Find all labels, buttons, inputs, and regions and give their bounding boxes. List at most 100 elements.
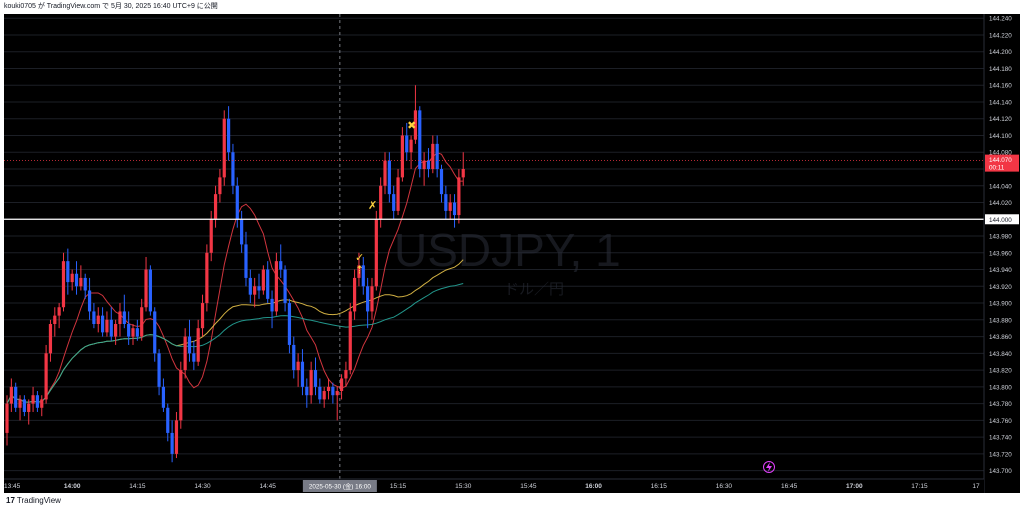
- candle-body: [83, 277, 87, 291]
- candle-body: [261, 269, 265, 291]
- candle-body: [40, 399, 44, 408]
- attribution-text: kouki0705 が TradingView.com で 5月 30, 202…: [4, 3, 218, 10]
- time-tick-label: 16:30: [716, 483, 733, 490]
- chart-canvas[interactable]: USDJPY, 1 ドル／円 ✓⇡ ✗ ✖ 144.240 144.220 144.20…: [4, 14, 1020, 493]
- candle-body: [383, 160, 387, 186]
- price-tick-label: 143.740: [989, 435, 1012, 442]
- candle-body: [131, 328, 135, 337]
- candle-body: [253, 286, 257, 295]
- candle-body: [318, 386, 322, 400]
- time-axis[interactable]: 13:4514:0014:1514:3014:4515:0015:1515:30…: [4, 478, 984, 493]
- candle-body: [179, 370, 183, 421]
- candle-body: [96, 315, 100, 324]
- price-tick-label: 143.940: [989, 267, 1012, 274]
- candle-body: [200, 303, 205, 329]
- candle-body: [313, 370, 318, 387]
- candle-body: [344, 370, 348, 379]
- candle-body: [44, 353, 48, 400]
- price-tick-label: 143.720: [989, 451, 1012, 458]
- candle-body: [222, 118, 226, 178]
- candle-body: [170, 432, 174, 454]
- time-tick-label: 13:45: [4, 483, 21, 490]
- candle-body: [61, 261, 66, 308]
- time-tick-label: 15:15: [390, 483, 407, 490]
- price-tick-label: 143.800: [989, 384, 1012, 391]
- level-price-text: 144.000: [989, 217, 1012, 224]
- price-tick-label: 144.180: [989, 66, 1012, 73]
- candle-body: [244, 244, 248, 278]
- candle-body: [257, 286, 261, 291]
- level-price-badge[interactable]: [985, 214, 1019, 225]
- price-tick-label: 143.860: [989, 334, 1012, 341]
- candle-body: [452, 202, 457, 216]
- candle-body: [457, 177, 461, 216]
- candle-body: [379, 185, 383, 220]
- candle-body: [392, 194, 396, 211]
- signal-marker: ✓: [355, 251, 364, 264]
- current-price-badge[interactable]: [985, 154, 1019, 172]
- lightning-icon-circle: [763, 461, 775, 473]
- candle-body: [426, 160, 431, 169]
- crosshair-date-badge: [302, 480, 377, 492]
- candle-body: [431, 143, 435, 169]
- candle-body: [57, 307, 61, 316]
- candle-body: [196, 328, 200, 362]
- candle-body: [353, 277, 357, 312]
- price-axis[interactable]: 144.240 144.220 144.200 144.180 144.160 144.1…: [983, 14, 1020, 493]
- candle-body: [14, 386, 18, 408]
- candle-body: [140, 307, 144, 337]
- candle-body: [92, 311, 96, 324]
- tradingview-logo[interactable]: 17 TradingView: [6, 496, 61, 506]
- candle-body: [183, 336, 187, 371]
- candle-body: [118, 311, 122, 324]
- candle-body: [413, 110, 418, 140]
- tradingview-logo-icon: 17: [6, 496, 15, 505]
- price-tick-label: 144.200: [989, 49, 1012, 56]
- candle-body: [339, 378, 344, 392]
- candle-body: [100, 315, 105, 333]
- candle-body: [370, 286, 374, 312]
- candle-body: [409, 139, 413, 153]
- candle-body: [396, 177, 400, 211]
- candle-body: [53, 315, 57, 324]
- time-tick-label: 14:30: [194, 483, 211, 490]
- candle-body: [35, 395, 40, 408]
- candle-body: [31, 395, 35, 404]
- candle-body: [361, 265, 365, 287]
- candle-body: [300, 361, 305, 387]
- time-tick-label: 16:00: [585, 483, 602, 490]
- symbol-watermark: USDJPY, 1: [394, 224, 621, 276]
- candle-body: [366, 286, 370, 312]
- candle-body: [105, 319, 109, 333]
- candle-body: [5, 403, 9, 433]
- candle-body: [127, 324, 131, 337]
- lightning-icon[interactable]: [763, 461, 775, 473]
- candle-body: [248, 277, 252, 295]
- candle-body: [231, 152, 235, 186]
- candle-body: [66, 261, 70, 283]
- candle-body: [296, 361, 300, 371]
- price-tick-label: 143.880: [989, 317, 1012, 324]
- price-tick-label: 144.160: [989, 83, 1012, 90]
- candles: [5, 85, 465, 463]
- lightning-icon-bolt: [766, 462, 772, 472]
- price-tick-label: 143.920: [989, 284, 1012, 291]
- candle-body: [461, 169, 465, 178]
- price-tick-label: 143.780: [989, 401, 1012, 408]
- candle-body: [305, 386, 309, 396]
- candle-body: [161, 386, 166, 408]
- candle-body: [70, 273, 74, 283]
- candle-body: [405, 135, 409, 153]
- candle-body: [235, 185, 239, 220]
- price-chart[interactable]: USDJPY, 1 ドル／円 ✓ ⇡ ✗ ✖ 144.240 144.220 144.20…: [4, 14, 1020, 493]
- chart-background: [4, 14, 1020, 493]
- candle-body: [374, 219, 378, 287]
- horizontal-level[interactable]: [4, 160, 984, 220]
- price-tick-label: 143.700: [989, 468, 1012, 475]
- candle-body: [218, 177, 222, 195]
- candle-body: [174, 420, 179, 454]
- time-tick-label: 16:45: [781, 483, 798, 490]
- candle-body: [205, 252, 209, 304]
- price-tick-label: 143.960: [989, 250, 1012, 257]
- candle-body: [135, 328, 139, 337]
